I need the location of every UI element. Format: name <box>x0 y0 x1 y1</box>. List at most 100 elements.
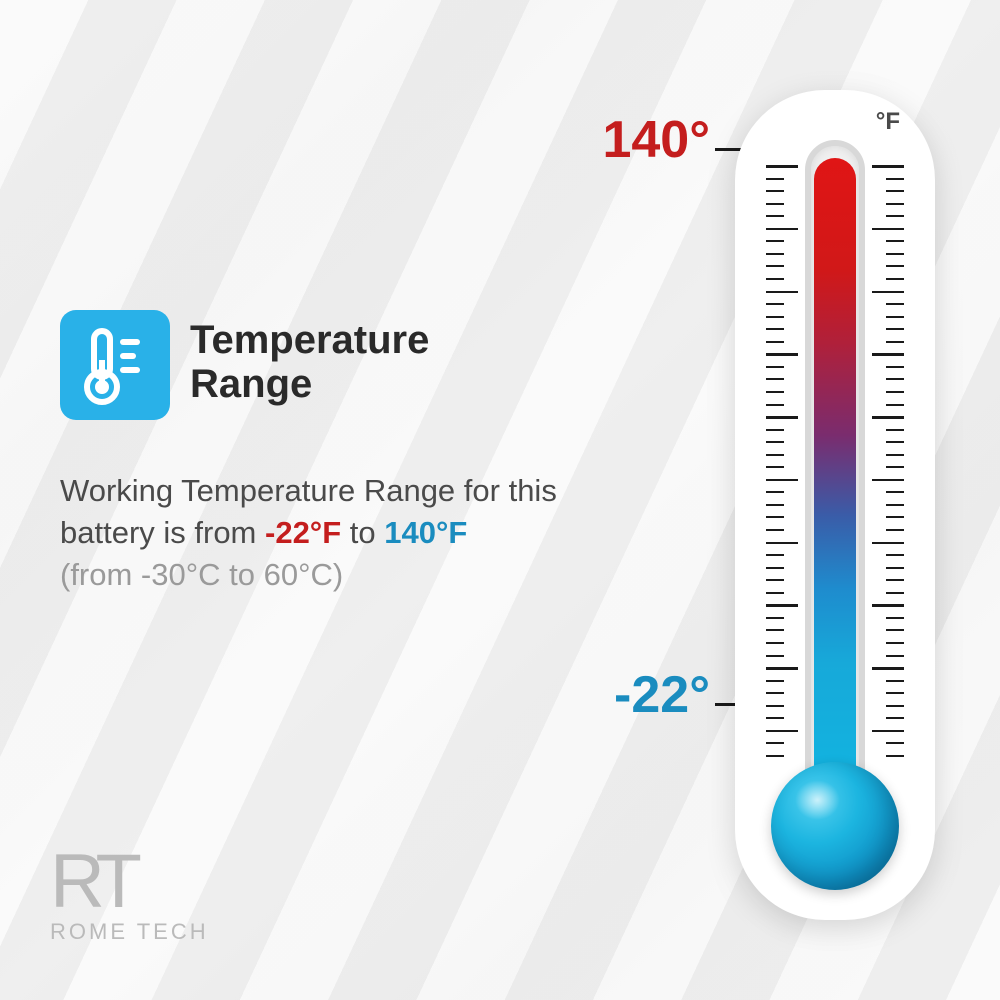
tick <box>886 755 904 757</box>
tick <box>766 730 798 733</box>
tick <box>886 466 904 468</box>
tick <box>766 441 784 443</box>
tick <box>766 228 798 231</box>
title-line-2: Range <box>190 362 560 406</box>
tick <box>872 416 904 419</box>
tick <box>886 504 904 506</box>
tick <box>872 730 904 733</box>
high-temp-label: 140° <box>602 110 710 170</box>
tick <box>886 642 904 644</box>
tick <box>766 554 784 556</box>
tick <box>886 203 904 205</box>
tick <box>886 592 904 594</box>
tick <box>886 178 904 180</box>
tick <box>766 265 784 267</box>
tick <box>872 479 904 482</box>
tick <box>766 667 798 670</box>
tick <box>766 655 784 657</box>
tick <box>886 454 904 456</box>
tick <box>886 441 904 443</box>
tick <box>766 328 784 330</box>
thermometer-bulb <box>771 762 899 890</box>
tick <box>766 215 784 217</box>
tick <box>766 429 784 431</box>
tick <box>886 567 904 569</box>
logo-text: ROME TECH <box>50 919 209 945</box>
logo-mark: RT <box>50 850 209 915</box>
tick <box>766 642 784 644</box>
tick <box>766 454 784 456</box>
tick <box>886 265 904 267</box>
tick <box>766 491 784 493</box>
tick <box>872 291 904 294</box>
tick <box>766 240 784 242</box>
tick <box>766 629 784 631</box>
tick <box>766 203 784 205</box>
tick <box>886 278 904 280</box>
tick <box>886 253 904 255</box>
tick <box>766 316 784 318</box>
tick <box>886 717 904 719</box>
tick <box>766 692 784 694</box>
tick <box>766 253 784 255</box>
tick <box>766 291 798 294</box>
unit-label: °F <box>876 108 900 136</box>
tick <box>766 178 784 180</box>
tick <box>886 629 904 631</box>
thermometer: °F <box>720 90 950 930</box>
tick <box>886 655 904 657</box>
tick <box>886 391 904 393</box>
desc-celsius: (from -30°C to 60°C) <box>60 557 343 592</box>
tick <box>766 604 798 607</box>
tick <box>766 567 784 569</box>
thermometer-icon <box>80 325 150 405</box>
low-temp-label: -22° <box>614 665 710 725</box>
tick <box>766 742 784 744</box>
thermometer-body: °F <box>735 90 935 920</box>
tick <box>886 680 904 682</box>
tick <box>766 366 784 368</box>
thermometer-ticks <box>770 165 900 755</box>
desc-connector: to <box>341 515 384 550</box>
tick <box>766 165 798 168</box>
tick <box>766 592 784 594</box>
tick <box>766 278 784 280</box>
tick <box>872 353 904 356</box>
tick <box>886 742 904 744</box>
tick <box>886 705 904 707</box>
tick <box>766 466 784 468</box>
tick <box>766 516 784 518</box>
tick <box>766 353 798 356</box>
title-line-1: Temperature <box>190 318 560 362</box>
tick <box>886 617 904 619</box>
tick <box>886 579 904 581</box>
tick <box>766 755 784 757</box>
tick <box>886 692 904 694</box>
description-text: Working Temperature Range for this batte… <box>60 420 560 596</box>
tick <box>766 542 798 545</box>
tick <box>886 554 904 556</box>
tick <box>872 228 904 231</box>
tick <box>886 429 904 431</box>
tick <box>766 705 784 707</box>
tick <box>872 542 904 545</box>
tick <box>872 667 904 670</box>
tick <box>886 215 904 217</box>
tick <box>886 190 904 192</box>
title-block: Temperature Range <box>190 310 560 406</box>
brand-logo: RT ROME TECH <box>50 850 209 945</box>
tick <box>766 479 798 482</box>
tick <box>766 391 784 393</box>
tick <box>886 378 904 380</box>
tick <box>886 240 904 242</box>
tick <box>766 378 784 380</box>
desc-high-temp: 140°F <box>384 515 467 550</box>
tick <box>766 717 784 719</box>
tick <box>766 680 784 682</box>
tick <box>886 366 904 368</box>
tick <box>886 516 904 518</box>
thermometer-icon-box <box>60 310 170 420</box>
tick <box>766 617 784 619</box>
tick <box>766 579 784 581</box>
content-panel: Temperature Range Working Temperature Ra… <box>60 310 560 596</box>
